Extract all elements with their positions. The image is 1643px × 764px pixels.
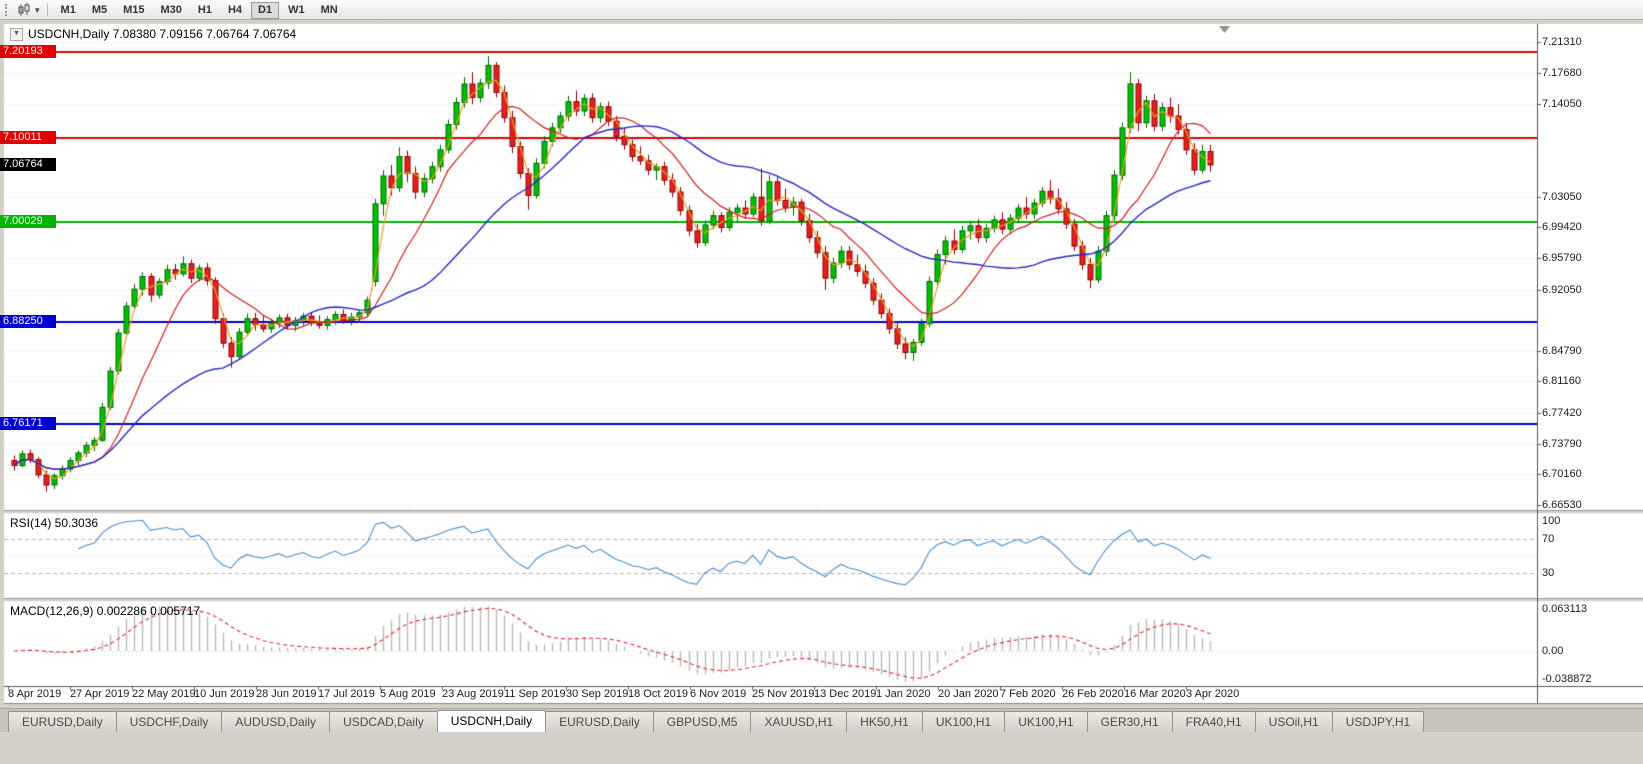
chart-tab-usdchf-daily[interactable]: USDCHF,Daily xyxy=(115,711,223,732)
chart-tab-usdcnh-daily[interactable]: USDCNH,Daily xyxy=(436,710,547,732)
chart-tab-eurusd-daily[interactable]: EURUSD,Daily xyxy=(8,711,117,732)
chart-type-icon[interactable] xyxy=(15,2,33,18)
timeframe-button-d1[interactable]: D1 xyxy=(251,2,280,19)
chart-tab-uk100-h1[interactable]: UK100,H1 xyxy=(921,711,1006,732)
rsi-indicator-label: RSI(14) 50.3036 xyxy=(10,516,99,530)
candlestick-glyph xyxy=(18,2,30,16)
timeframe-button-m30[interactable]: M30 xyxy=(154,2,189,19)
timeframe-button-w1[interactable]: W1 xyxy=(281,2,312,19)
timeframe-button-group: M1 M5 M15 M30 H1 H4 D1 W1 MN xyxy=(53,0,346,19)
chart-tab-fra40-h1[interactable]: FRA40,H1 xyxy=(1171,711,1256,732)
chart-tab-usoil-h1[interactable]: USOil,H1 xyxy=(1254,711,1333,732)
timeframe-button-mn[interactable]: MN xyxy=(314,2,345,19)
timeframe-button-m1[interactable]: M1 xyxy=(54,2,83,19)
chart-tab-ger30-h1[interactable]: GER30,H1 xyxy=(1086,711,1173,732)
toolbar-separator xyxy=(46,3,48,16)
chart-tab-hk50-h1[interactable]: HK50,H1 xyxy=(846,711,923,732)
chart-tab-xauusd-h1[interactable]: XAUUSD,H1 xyxy=(750,711,848,732)
toolbar-grip-handle[interactable] xyxy=(5,3,10,16)
timeframe-button-m15[interactable]: M15 xyxy=(116,2,151,19)
timeframe-button-h4[interactable]: H4 xyxy=(221,2,249,19)
chart-header: ▼ USDCNH,Daily 7.08380 7.09156 7.06764 7… xyxy=(10,27,296,41)
chart-tab-uk100-h1[interactable]: UK100,H1 xyxy=(1004,711,1088,732)
timeframe-button-h1[interactable]: H1 xyxy=(191,2,219,19)
chart-title-ohlc: USDCNH,Daily 7.08380 7.09156 7.06764 7.0… xyxy=(28,27,297,41)
timeframe-button-m5[interactable]: M5 xyxy=(85,2,114,19)
chart-tab-usdcad-daily[interactable]: USDCAD,Daily xyxy=(329,711,438,732)
chart-tab-audusd-daily[interactable]: AUDUSD,Daily xyxy=(221,711,331,732)
price-chart-canvas[interactable] xyxy=(0,20,1643,708)
timeframe-toolbar: ▾ M1 M5 M15 M30 H1 H4 D1 W1 MN xyxy=(0,0,1643,20)
one-click-trading-toggle[interactable]: ▼ xyxy=(10,27,23,41)
chart-tab-usdjpy-h1[interactable]: USDJPY,H1 xyxy=(1331,711,1425,732)
chart-tab-gbpusd-m5[interactable]: GBPUSD,M5 xyxy=(652,711,752,732)
chart-tab-eurusd-daily[interactable]: EURUSD,Daily xyxy=(545,711,654,732)
caret-down-icon[interactable]: ▾ xyxy=(35,4,40,15)
macd-indicator-label: MACD(12,26,9) 0.002286 0.005717 xyxy=(10,604,201,618)
chart-tab-bar: EURUSD,Daily USDCHF,Daily AUDUSD,Daily USDC… xyxy=(0,708,1643,732)
